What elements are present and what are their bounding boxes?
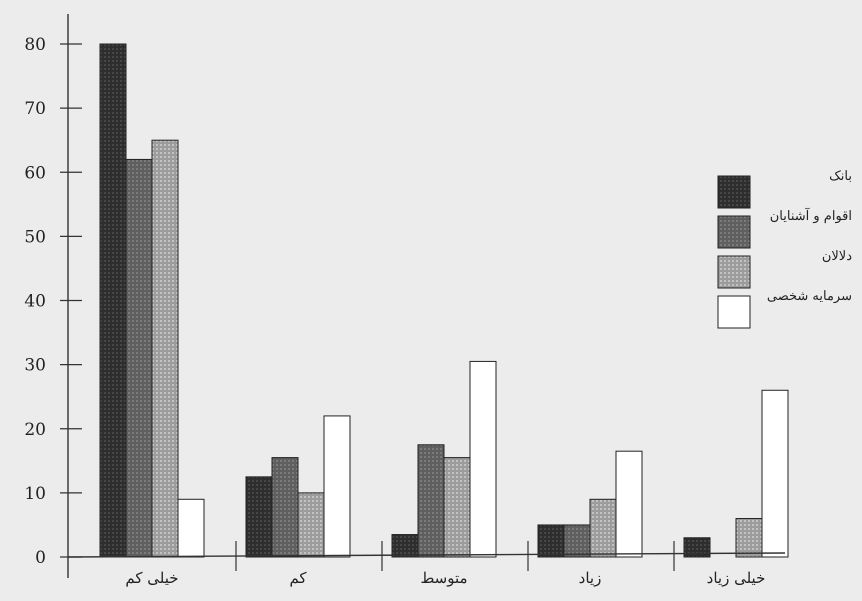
legend-label: سرمایه شخصی [767,289,852,304]
bar-4-5 [761,389,789,558]
bar-1-1 [99,43,127,558]
bar-2-3 [417,444,445,558]
bar-4-3 [469,360,497,558]
y-tick-label: 50 [24,227,46,247]
bars [99,43,789,558]
x-tick-label: خیلی کم [125,569,178,587]
x-tick-label: متوسط [420,569,467,587]
bar-1-5 [683,537,711,558]
bar-3-3 [443,457,471,558]
y-tick-label: 0 [35,548,46,568]
y-tick-label: 80 [24,35,46,55]
bar-4-4 [615,450,643,558]
x-tick-label: زیاد [579,569,602,587]
y-axis-ticks: 0 10 20 30 40 50 60 70 80 [24,35,82,568]
y-tick-label: 40 [24,292,46,312]
legend-swatch [717,175,751,209]
x-tick-label: کم [289,569,307,587]
x-tick-label: خیلی زیاد [707,569,766,587]
y-tick-label: 10 [24,484,46,504]
bar-1-2 [245,476,273,558]
bar-4-1 [177,498,205,558]
bar-2-2 [271,457,299,558]
y-tick-label: 30 [24,356,46,376]
axes [67,14,786,578]
bar-2-1 [125,158,153,558]
bar-4-2 [323,415,351,558]
legend-label: بانک [829,169,852,184]
bar-1-3 [391,534,419,558]
y-tick-label: 70 [24,99,46,119]
bar-3-5 [735,518,763,558]
y-tick-label: 60 [24,163,46,183]
legend-swatch [717,255,751,289]
bar-3-1 [151,139,179,558]
legend-label: اقوام و آشنایان [770,207,852,224]
bar-3-2 [297,492,325,558]
legend: بانک اقوام و آشنایان دلالان سرمایه شخصی [717,169,852,329]
y-tick-label: 20 [24,420,46,440]
x-axis-labels: خیلی کم کم متوسط زیاد خیلی زیاد [125,569,765,587]
bar-3-4 [589,498,617,558]
bar-1-4 [537,524,565,558]
legend-swatch [717,215,751,249]
legend-label: دلالان [822,249,852,264]
legend-swatch [717,295,751,329]
bar-2-4 [563,524,591,558]
x-axis-line [67,552,786,558]
